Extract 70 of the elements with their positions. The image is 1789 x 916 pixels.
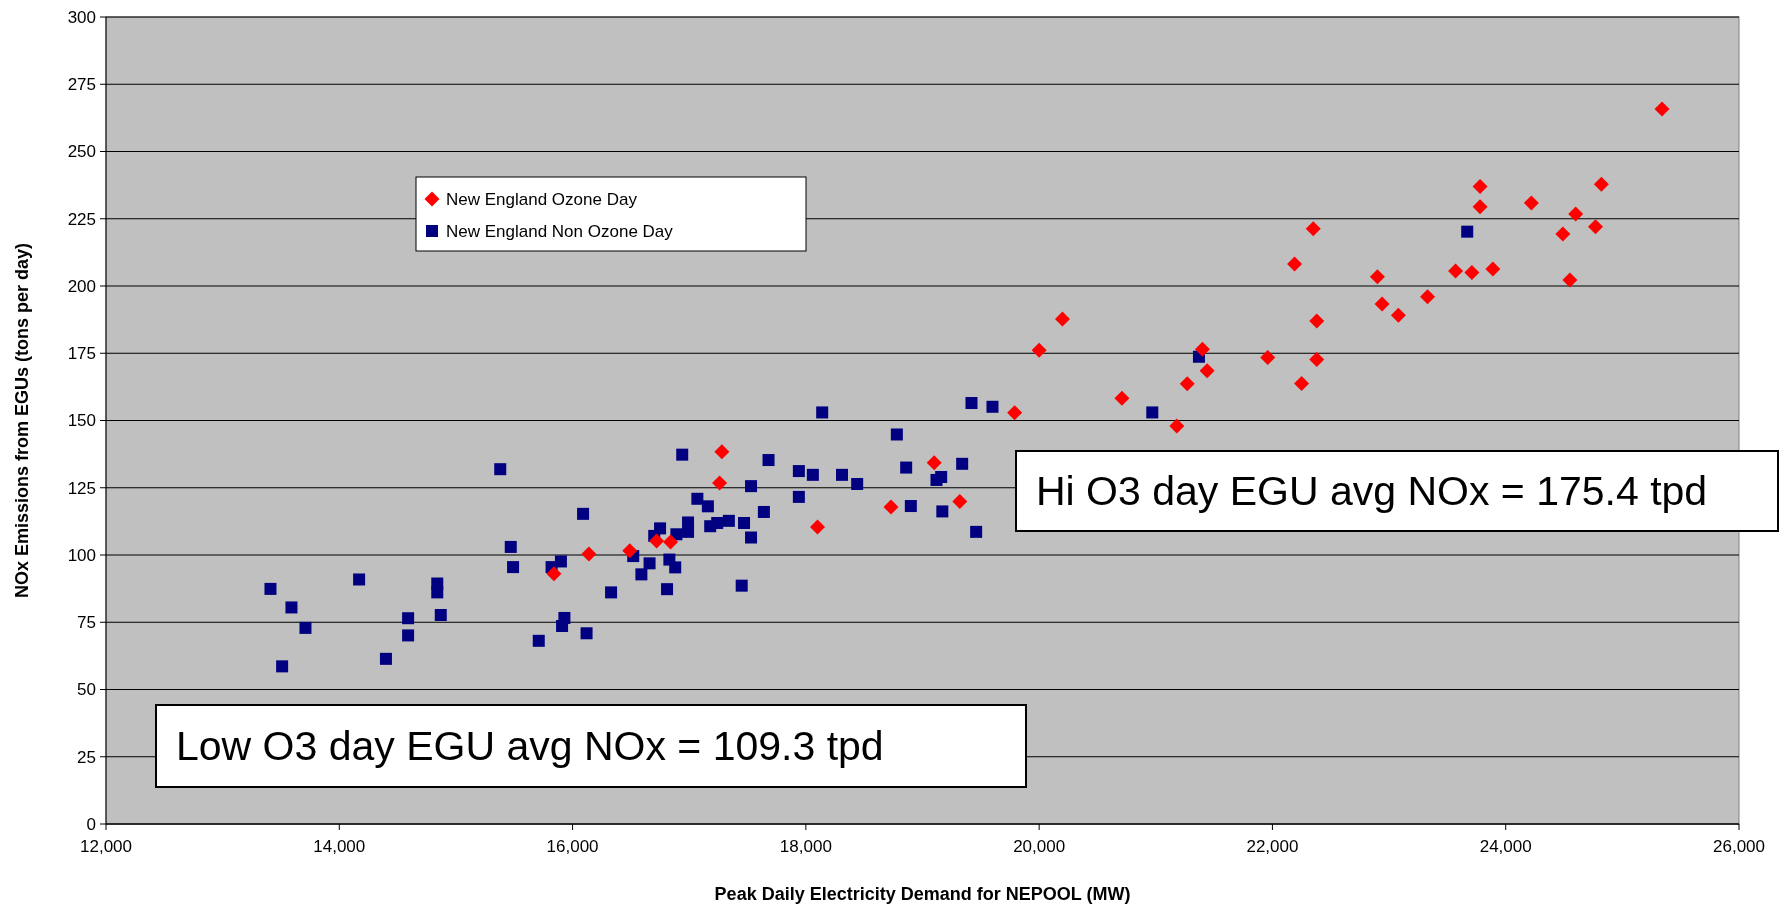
x-tick-label: 18,000 xyxy=(779,837,832,856)
y-tick-label: 75 xyxy=(77,613,96,633)
point xyxy=(810,519,826,535)
y-tick-label: 200 xyxy=(67,276,96,296)
note-box: Low O3 day EGU avg NOx = 109.3 tpd xyxy=(155,704,1027,788)
point xyxy=(1523,195,1539,211)
legend-label: New England Ozone Day xyxy=(446,189,638,209)
point xyxy=(1448,263,1464,279)
point xyxy=(714,444,730,460)
x-tick-label: 20,000 xyxy=(1013,837,1066,856)
point xyxy=(1007,405,1023,421)
point xyxy=(1562,272,1578,288)
point xyxy=(1588,219,1604,235)
point xyxy=(712,475,728,491)
point xyxy=(1309,313,1325,329)
point xyxy=(952,493,968,509)
point xyxy=(663,534,679,550)
point xyxy=(1593,176,1609,192)
x-tick-label: 22,000 xyxy=(1246,837,1299,856)
x-axis-title: Peak Daily Electricity Demand for NEPOOL (MW) xyxy=(714,884,1131,904)
point xyxy=(1287,256,1303,272)
point xyxy=(1194,341,1210,357)
point xyxy=(1654,101,1670,117)
point xyxy=(546,566,562,582)
point xyxy=(1169,418,1185,434)
x-tick-label: 26,000 xyxy=(1713,837,1765,856)
point xyxy=(1054,311,1070,327)
y-tick-label: 100 xyxy=(67,545,96,565)
y-tick-label: 50 xyxy=(77,680,96,700)
point xyxy=(1464,265,1480,281)
point xyxy=(1294,375,1310,391)
point xyxy=(1199,363,1215,379)
point xyxy=(1374,296,1390,312)
note-box: Hi O3 day EGU avg NOx = 175.4 tpd xyxy=(1015,450,1779,532)
y-tick-label: 250 xyxy=(67,142,96,162)
point xyxy=(1305,221,1321,237)
point xyxy=(1179,376,1195,392)
annotation: Hi O3 day EGU avg NOx = 175.4 tpd xyxy=(1036,468,1708,515)
point xyxy=(1472,178,1488,194)
point xyxy=(649,533,665,549)
x-tick-label: 16,000 xyxy=(546,837,599,856)
point xyxy=(1114,390,1130,406)
point xyxy=(1472,199,1488,215)
y-tick-label: 0 xyxy=(86,814,96,834)
y-tick-label: 300 xyxy=(67,7,96,27)
x-tick-label: 14,000 xyxy=(313,837,366,856)
x-tick-label: 12,000 xyxy=(80,837,132,856)
point xyxy=(1369,269,1385,285)
point xyxy=(1260,350,1276,366)
point xyxy=(1555,226,1571,242)
point xyxy=(1309,351,1325,367)
point xyxy=(1568,206,1584,222)
point xyxy=(1031,342,1047,358)
point xyxy=(1420,289,1436,305)
y-tick-label: 25 xyxy=(77,747,96,767)
y-tick-label: 275 xyxy=(67,75,96,95)
point xyxy=(622,543,638,559)
annotation: Low O3 day EGU avg NOx = 109.3 tpd xyxy=(176,723,884,770)
point xyxy=(581,546,597,562)
y-tick-label: 175 xyxy=(67,344,96,364)
y-tick-label: 150 xyxy=(67,411,96,431)
y-axis-title: NOx Emissions from EGUs (tons per day) xyxy=(12,242,32,599)
point xyxy=(926,455,942,471)
point xyxy=(1485,261,1501,277)
y-tick-label: 125 xyxy=(67,478,96,498)
legend-label: New England Non Ozone Day xyxy=(446,221,674,241)
point xyxy=(1390,307,1406,323)
x-tick-label: 24,000 xyxy=(1479,837,1532,856)
y-tick-label: 225 xyxy=(67,209,96,229)
point xyxy=(883,499,899,515)
